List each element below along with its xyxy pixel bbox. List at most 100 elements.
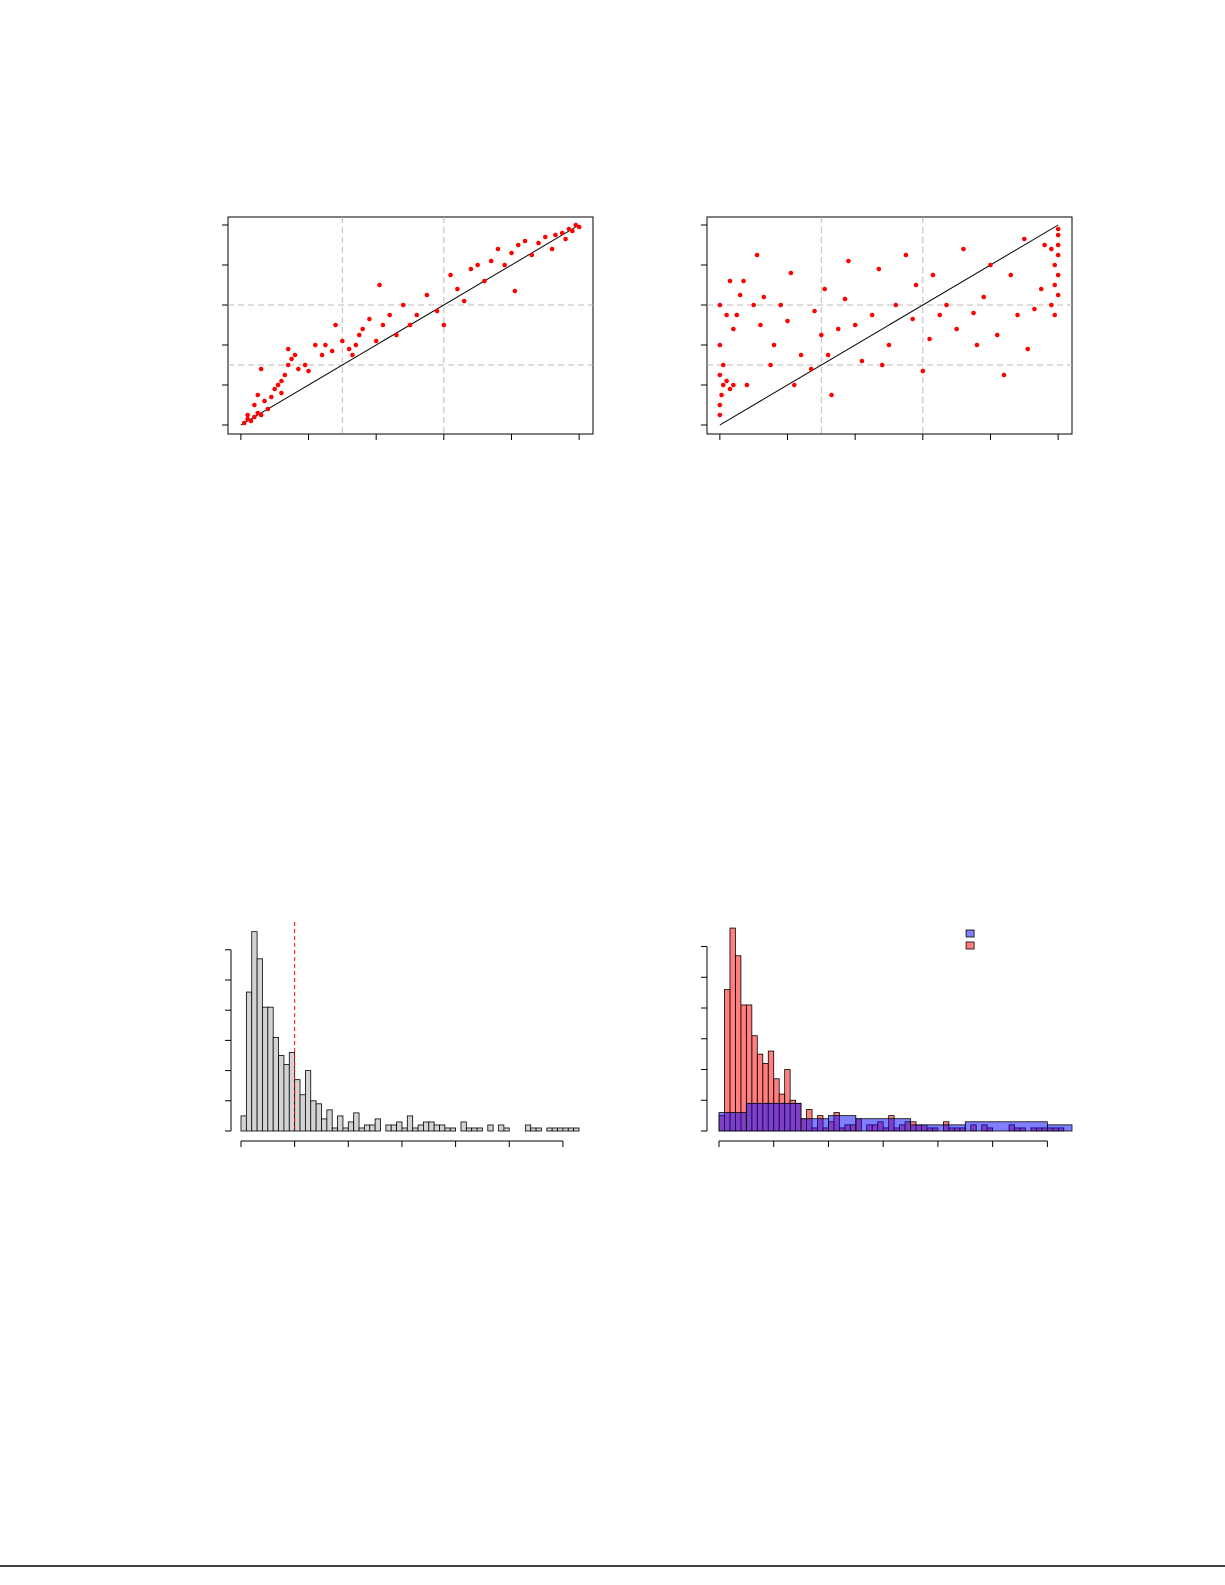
point [954,326,959,332]
point [282,372,288,378]
point [761,294,767,300]
bar [288,1052,296,1132]
point [731,382,736,388]
point [1049,246,1054,252]
point [441,322,447,328]
point [268,394,274,400]
point [482,278,487,284]
point [927,336,932,342]
point [252,402,257,408]
point [387,312,392,318]
point [536,240,541,246]
point [373,338,379,344]
bar [310,1100,317,1132]
point [512,288,518,294]
point [1022,236,1027,242]
point [302,362,308,368]
point [717,412,723,418]
point [245,416,250,422]
point [717,342,723,348]
point [258,412,264,418]
bar [546,1127,553,1132]
point [285,362,291,368]
point [380,322,386,328]
point [346,346,352,352]
point [886,342,892,348]
point [720,382,726,388]
bar [374,1118,381,1132]
bar [417,1124,424,1132]
point [258,366,264,372]
bar [390,1124,397,1132]
point [731,326,736,332]
bar [396,1121,403,1132]
point [879,362,885,368]
point [262,398,267,404]
legend-swatch [965,941,975,950]
bar [251,931,258,1132]
point [356,332,362,338]
bar [724,989,731,1132]
point [1015,312,1020,318]
point [400,302,406,308]
point [323,342,328,348]
point [1038,286,1044,292]
point [289,356,294,362]
point [1055,242,1061,248]
point [515,242,521,248]
point [798,352,804,358]
point [394,332,399,338]
point [1032,306,1037,312]
bar [326,1109,333,1132]
bar [369,1124,376,1132]
point [869,312,875,318]
bar [331,1127,338,1132]
point [312,342,318,348]
bar [800,1118,829,1132]
point [751,302,756,308]
bar [535,1127,542,1132]
point [994,332,1000,338]
point [852,322,858,328]
bar [551,1127,558,1132]
point [1001,372,1007,378]
bar [385,1124,392,1132]
bar [745,1102,802,1132]
bar [256,958,263,1132]
point [719,392,724,398]
point [296,366,301,372]
point [1055,272,1061,278]
point [812,308,817,314]
point [1055,232,1061,238]
point [754,252,760,258]
point [822,286,828,292]
point [910,316,915,322]
point [717,402,723,408]
legend-swatch [965,929,975,938]
point [893,302,899,308]
point [717,302,723,308]
point [785,318,790,324]
point [563,236,568,242]
bar [573,1127,580,1132]
point [292,352,298,358]
bar [240,1115,247,1132]
bar [439,1124,446,1132]
bar [444,1127,451,1132]
bar [294,1079,301,1132]
bar [428,1121,435,1132]
point [788,270,794,276]
bar [267,1006,274,1132]
bar [272,1036,279,1132]
bar [1046,1124,1073,1132]
point [727,386,733,392]
point [241,420,247,426]
bar [342,1127,349,1132]
point [245,412,250,418]
bar [449,1127,457,1132]
bar [476,1127,483,1132]
point [808,366,814,372]
bar [562,1127,569,1132]
